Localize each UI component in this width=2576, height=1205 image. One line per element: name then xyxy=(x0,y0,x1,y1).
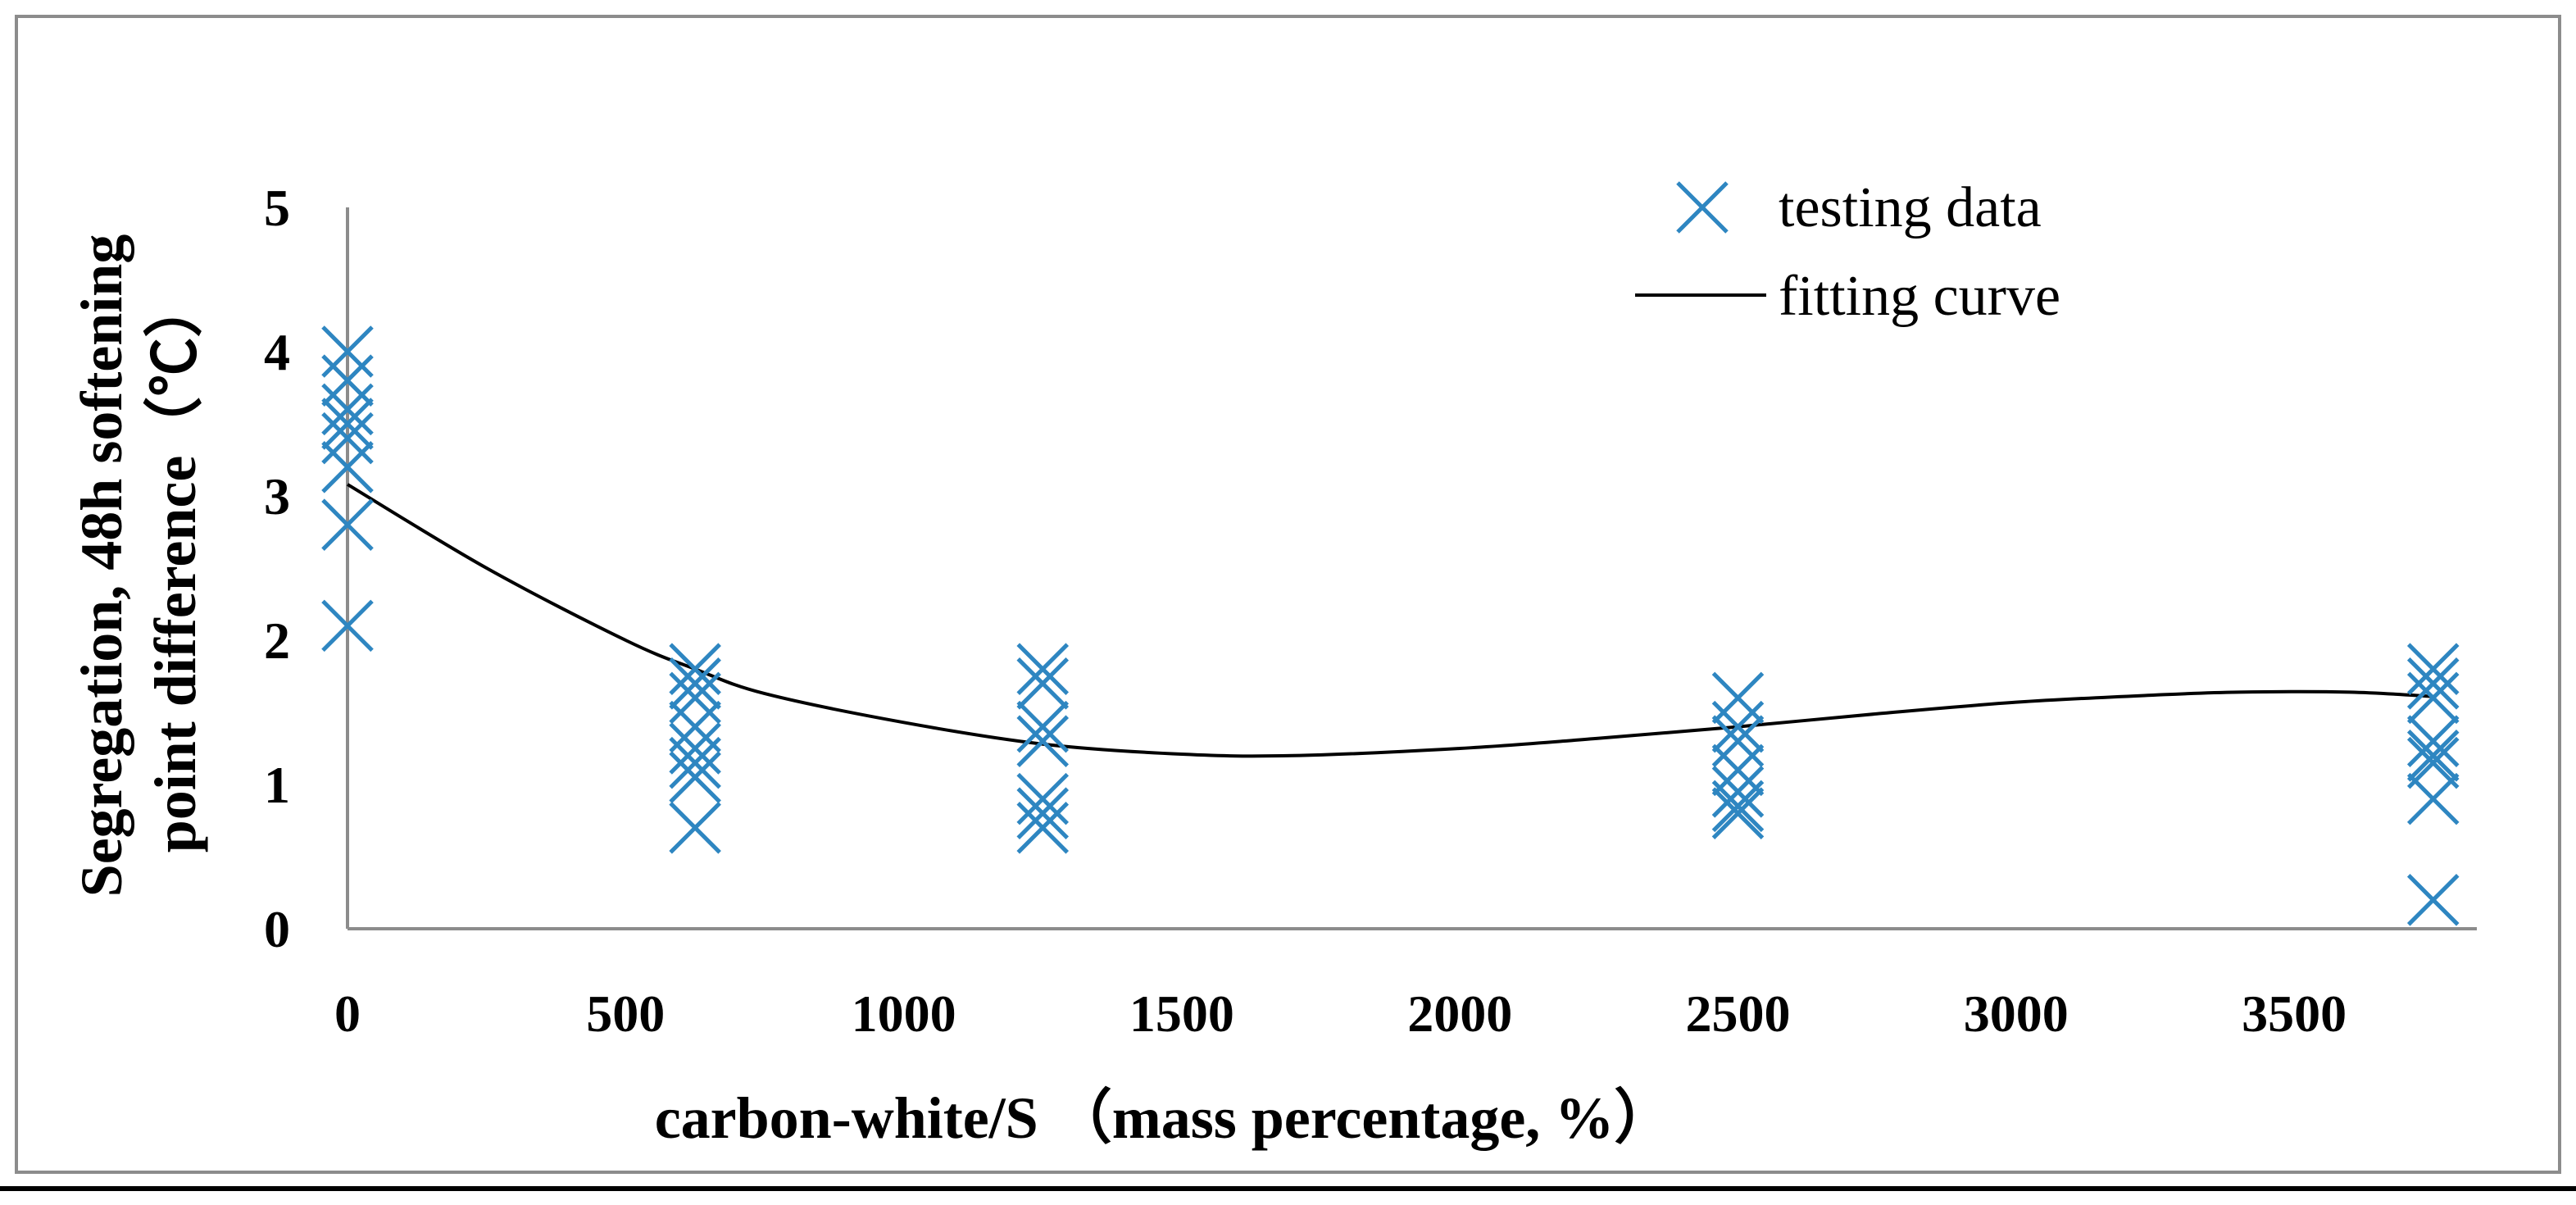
data-point xyxy=(321,354,374,407)
data-point xyxy=(321,599,374,653)
x-tick-label: 3500 xyxy=(2242,984,2347,1043)
x-tick-label: 1000 xyxy=(852,984,956,1043)
data-point xyxy=(1016,715,1070,767)
y-tick-label: 5 xyxy=(264,179,290,237)
x-tick-label: 3000 xyxy=(1964,984,2069,1043)
y-tick-label: 3 xyxy=(264,467,290,525)
data-point xyxy=(1016,657,1070,710)
x-tick-label: 500 xyxy=(586,984,665,1043)
fitting-curve-line xyxy=(346,483,2433,758)
data-point xyxy=(1016,802,1070,854)
x-axis-title: carbon-white/S （mass percentage, %） xyxy=(655,1085,1674,1151)
x-tick-label: 1500 xyxy=(1129,984,1234,1043)
y-tick-label: 0 xyxy=(264,900,290,958)
data-point xyxy=(1711,700,1765,753)
data-point xyxy=(1711,766,1765,818)
data-point xyxy=(669,751,721,803)
legend-x-marker xyxy=(1676,181,1729,234)
data-point xyxy=(321,498,374,551)
data-point xyxy=(1016,787,1070,839)
legend-label-fitting-curve: fitting curve xyxy=(1779,265,2060,328)
x-tick-label: 2500 xyxy=(1686,984,1791,1043)
data-point xyxy=(321,383,374,436)
fitting-curve-layer xyxy=(346,483,2433,758)
data-point xyxy=(2406,643,2460,695)
data-point xyxy=(2406,671,2460,725)
data-point xyxy=(1711,787,1765,839)
chart-border xyxy=(15,15,2561,1174)
data-point xyxy=(2406,715,2460,767)
data-point xyxy=(669,736,721,789)
data-point xyxy=(2406,657,2460,710)
y-axis-title-line-2: point difference（℃） xyxy=(143,279,208,853)
x-tick-label: 2000 xyxy=(1407,984,1512,1043)
y-tick-label: 4 xyxy=(264,323,290,381)
legend: testing data fitting curve xyxy=(1635,176,2060,328)
legend-marker-testing-data xyxy=(1676,181,1729,234)
y-axis-title-line-1: Segregation, 48h softening xyxy=(69,234,134,898)
data-point xyxy=(321,441,374,493)
data-point xyxy=(321,398,374,450)
y-axis-title: Segregation, 48h softening point differe… xyxy=(69,234,208,898)
data-point xyxy=(2406,772,2460,825)
x-tick-labels: 0 500 1000 1500 2000 2500 3000 3500 xyxy=(334,984,2347,1043)
data-point xyxy=(669,671,721,725)
data-point xyxy=(669,802,721,854)
data-point xyxy=(669,657,721,710)
data-point xyxy=(2406,736,2460,789)
y-tick-labels: 0 1 2 3 4 5 xyxy=(264,179,290,958)
data-point xyxy=(1016,643,1070,695)
data-point xyxy=(1711,743,1765,797)
data-point xyxy=(1016,700,1070,753)
testing-data-points xyxy=(321,325,2460,926)
data-point xyxy=(1711,780,1765,833)
y-tick-label: 1 xyxy=(264,756,290,814)
data-point xyxy=(321,412,374,465)
legend-label-testing-data: testing data xyxy=(1779,176,2042,239)
data-point xyxy=(1711,671,1765,725)
data-point xyxy=(669,643,721,695)
data-point xyxy=(669,700,721,753)
data-point xyxy=(321,325,374,378)
data-point xyxy=(669,722,721,775)
data-point xyxy=(1711,715,1765,767)
data-point xyxy=(2406,730,2460,782)
x-tick-label: 0 xyxy=(334,984,361,1043)
data-point xyxy=(1016,772,1070,825)
y-tick-label: 2 xyxy=(264,612,290,670)
data-point xyxy=(2406,874,2460,926)
